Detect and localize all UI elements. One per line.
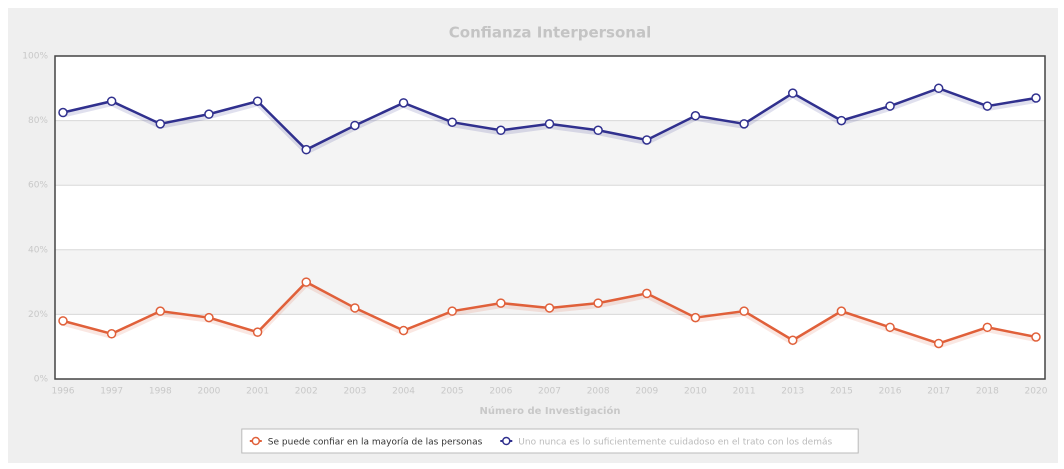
x-tick-label: 2011 bbox=[733, 387, 756, 397]
legend-box bbox=[241, 428, 859, 454]
x-tick-label: 2010 bbox=[684, 387, 707, 397]
x-tick-label: 1996 bbox=[52, 387, 75, 397]
x-tick-label: 2002 bbox=[295, 387, 318, 397]
x-tick-label: 2020 bbox=[1025, 387, 1048, 397]
point bbox=[982, 322, 993, 333]
y-tick-label: 60% bbox=[28, 181, 48, 191]
x-tick-label: 1997 bbox=[100, 387, 123, 397]
chart-title: Confianza Interpersonal bbox=[449, 24, 651, 42]
point bbox=[58, 107, 68, 118]
point bbox=[739, 119, 749, 129]
point bbox=[58, 316, 68, 326]
point bbox=[544, 119, 555, 129]
x-axis-label: Número de Investigación bbox=[480, 405, 621, 417]
x-tick-label: 1998 bbox=[149, 387, 172, 397]
point bbox=[642, 288, 652, 299]
point bbox=[836, 115, 847, 126]
legend: Se puede confiar en la mayoría de las pe… bbox=[241, 428, 859, 454]
point bbox=[982, 101, 993, 111]
point bbox=[496, 298, 506, 308]
point bbox=[885, 322, 895, 333]
legend-marker bbox=[502, 436, 511, 446]
legend-marker bbox=[251, 436, 261, 446]
point bbox=[690, 312, 701, 323]
y-tick-label: 80% bbox=[28, 116, 48, 126]
point bbox=[204, 312, 214, 323]
point bbox=[252, 327, 263, 337]
point bbox=[447, 306, 457, 316]
point bbox=[204, 109, 214, 119]
x-tick-label: 2017 bbox=[927, 387, 950, 397]
x-tick-label: 2004 bbox=[392, 387, 415, 397]
y-tick-label: 100% bbox=[22, 52, 48, 62]
point bbox=[1031, 93, 1041, 103]
point bbox=[788, 88, 798, 98]
legend-label: Uno nunca es lo suficientemente cuidados… bbox=[518, 438, 832, 448]
point bbox=[739, 306, 749, 316]
point bbox=[301, 277, 311, 287]
point bbox=[690, 111, 701, 121]
point bbox=[836, 306, 847, 316]
point bbox=[593, 298, 603, 308]
y-tick-label: 40% bbox=[28, 245, 48, 255]
point bbox=[398, 98, 409, 108]
point bbox=[593, 125, 603, 136]
point bbox=[447, 117, 457, 127]
point bbox=[1031, 332, 1041, 342]
point bbox=[350, 303, 360, 313]
x-tick-label: 2008 bbox=[587, 387, 610, 397]
point bbox=[933, 338, 944, 349]
x-tick-label: 2013 bbox=[781, 387, 804, 397]
point bbox=[106, 329, 117, 339]
x-tick-label: 2016 bbox=[879, 387, 902, 397]
y-tick-label: 0% bbox=[34, 375, 49, 385]
point bbox=[544, 303, 555, 313]
x-tick-label: 2007 bbox=[538, 387, 561, 397]
point bbox=[350, 120, 360, 131]
x-tick-label: 2003 bbox=[343, 387, 366, 397]
point bbox=[496, 125, 506, 136]
point bbox=[301, 144, 311, 155]
x-tick-label: 2015 bbox=[830, 387, 853, 397]
x-tick-label: 2000 bbox=[197, 387, 220, 397]
x-tick-label: 2009 bbox=[635, 387, 658, 397]
legend-label: Se puede confiar en la mayoría de las pe… bbox=[268, 438, 483, 448]
plot-border bbox=[54, 55, 1046, 380]
point bbox=[155, 306, 166, 316]
x-tick-label: 2001 bbox=[246, 387, 269, 397]
grid-band bbox=[55, 120, 1045, 186]
point bbox=[398, 325, 409, 336]
point bbox=[252, 96, 263, 106]
point bbox=[642, 135, 652, 145]
point bbox=[155, 119, 166, 129]
y-tick-label: 20% bbox=[28, 310, 48, 320]
x-tick-label: 2006 bbox=[489, 387, 512, 397]
point bbox=[885, 101, 895, 111]
point bbox=[106, 96, 117, 106]
point bbox=[788, 335, 798, 345]
point bbox=[933, 83, 944, 94]
x-tick-label: 2005 bbox=[441, 387, 464, 397]
x-tick-label: 2018 bbox=[976, 387, 999, 397]
